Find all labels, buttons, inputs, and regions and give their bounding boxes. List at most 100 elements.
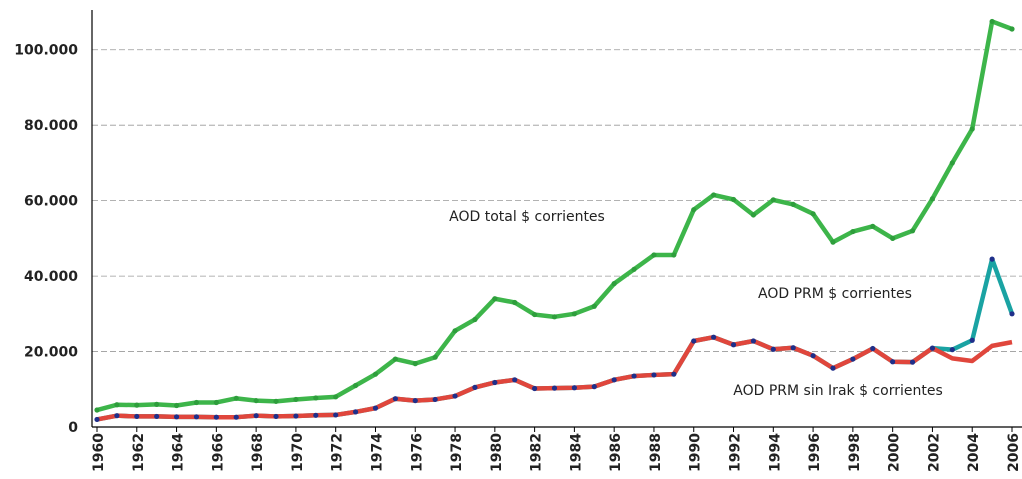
- point-marker: [989, 18, 995, 25]
- point-marker: [591, 384, 597, 390]
- point-marker: [472, 316, 478, 323]
- point-marker: [392, 356, 398, 362]
- point-marker: [969, 337, 975, 343]
- point-marker: [890, 359, 896, 365]
- point-marker: [94, 416, 100, 423]
- point-marker: [154, 413, 160, 420]
- point-marker: [313, 395, 319, 401]
- point-marker: [333, 394, 339, 400]
- point-marker: [571, 385, 577, 391]
- point-marker: [611, 377, 617, 383]
- point-marker: [352, 382, 359, 389]
- x-tick-label: 1990: [688, 433, 704, 472]
- x-tick-label: 1974: [369, 433, 385, 472]
- x-tick-label: 1994: [767, 433, 783, 472]
- x-tick-label: 1964: [171, 433, 187, 472]
- y-tick-label: 60.000: [24, 194, 78, 210]
- point-marker: [512, 299, 518, 306]
- point-marker: [711, 192, 717, 198]
- point-marker: [870, 223, 876, 229]
- point-marker: [750, 212, 757, 218]
- x-tick-label: 2004: [966, 433, 982, 472]
- point-marker: [432, 396, 438, 403]
- point-marker: [790, 201, 796, 208]
- point-marker: [909, 228, 916, 234]
- point-marker: [989, 256, 995, 262]
- point-marker: [512, 377, 518, 383]
- point-marker: [412, 361, 418, 367]
- x-tick-label: 1988: [648, 433, 664, 472]
- series-annotation: AOD total $ corrientes: [449, 209, 605, 225]
- point-marker: [830, 365, 836, 371]
- point-marker: [293, 396, 299, 403]
- x-tick-label: 1980: [489, 433, 505, 472]
- series-annotation: AOD PRM $ corrientes: [758, 286, 912, 302]
- point-marker: [213, 414, 219, 420]
- point-marker: [1009, 26, 1015, 32]
- point-marker: [352, 409, 359, 415]
- point-marker: [452, 328, 458, 334]
- x-tick-label: 1992: [728, 433, 744, 472]
- point-marker: [392, 396, 398, 402]
- point-marker: [273, 398, 279, 404]
- point-marker: [134, 402, 140, 408]
- x-tick-label: 2006: [1006, 433, 1022, 472]
- point-marker: [492, 296, 498, 302]
- point-marker: [591, 303, 597, 309]
- point-marker: [949, 347, 955, 353]
- x-tick-label: 1970: [290, 433, 306, 472]
- point-marker: [193, 399, 200, 406]
- point-marker: [551, 385, 558, 391]
- point-marker: [929, 345, 936, 351]
- x-tick-label: 1972: [330, 433, 346, 472]
- point-marker: [909, 359, 916, 365]
- point-marker: [790, 345, 796, 351]
- point-marker: [173, 402, 180, 409]
- y-tick-label: 20.000: [24, 345, 78, 361]
- y-tick-label: 100.000: [14, 43, 78, 59]
- point-marker: [611, 281, 617, 287]
- point-marker: [711, 334, 717, 340]
- x-tick-label: 1984: [568, 433, 584, 472]
- point-marker: [870, 345, 876, 352]
- x-tick-label: 1968: [250, 433, 266, 472]
- point-marker: [452, 393, 458, 399]
- point-marker: [929, 196, 936, 202]
- point-marker: [114, 413, 120, 419]
- point-marker: [810, 353, 816, 359]
- point-marker: [412, 397, 418, 404]
- x-tick-label: 1960: [91, 433, 107, 472]
- x-tick-label: 1998: [847, 433, 863, 472]
- point-marker: [949, 160, 955, 166]
- point-marker: [154, 401, 160, 407]
- point-marker: [671, 371, 677, 377]
- point-marker: [631, 266, 637, 272]
- point-marker: [273, 413, 279, 420]
- x-tick-label: 1962: [131, 433, 147, 472]
- point-marker: [313, 412, 319, 418]
- point-marker: [691, 207, 697, 213]
- point-marker: [333, 412, 339, 418]
- point-marker: [850, 228, 856, 235]
- point-marker: [730, 196, 737, 203]
- point-marker: [551, 314, 558, 320]
- point-marker: [372, 405, 379, 411]
- point-marker: [770, 346, 776, 352]
- point-marker: [850, 356, 856, 362]
- x-tick-label: 1982: [529, 433, 545, 472]
- point-marker: [750, 338, 757, 344]
- point-marker: [114, 402, 120, 408]
- x-tick-label: 1976: [409, 433, 425, 472]
- point-marker: [532, 385, 538, 392]
- y-tick-label: 80.000: [24, 118, 78, 134]
- y-tick-label: 40.000: [24, 269, 78, 285]
- point-marker: [134, 413, 140, 420]
- x-tick-label: 2000: [887, 433, 903, 472]
- point-marker: [810, 211, 816, 217]
- point-marker: [890, 235, 896, 241]
- x-tick-label: 1986: [608, 433, 624, 472]
- point-marker: [213, 399, 219, 406]
- point-marker: [651, 372, 657, 378]
- point-marker: [173, 414, 180, 420]
- point-marker: [671, 252, 677, 258]
